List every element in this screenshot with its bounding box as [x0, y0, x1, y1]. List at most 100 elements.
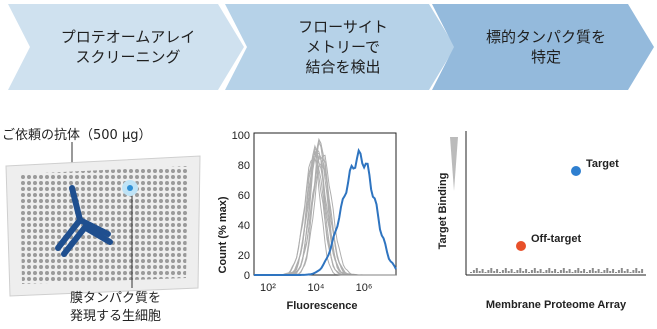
noise-point	[623, 271, 626, 273]
noise-point	[484, 272, 487, 273]
step-1-label: プロテオームアレイ スクリーニング	[60, 28, 196, 66]
negative-control-histograms	[254, 137, 396, 276]
noise-point	[554, 269, 557, 273]
antibody-label: ご依頼の抗体（500 µg）	[2, 128, 152, 143]
noise-point	[603, 270, 606, 273]
noise-point	[562, 268, 565, 273]
noise-point	[583, 269, 586, 273]
noise-point	[609, 271, 612, 273]
array-ylabel: Target Binding	[437, 173, 449, 250]
noise-point	[568, 269, 571, 273]
noise-point	[481, 269, 484, 273]
array-xlabel: Membrane Proteome Array	[486, 299, 627, 311]
step-2: フローサイト メトリーで 結合を検出	[225, 4, 455, 90]
step-2-arrow	[225, 4, 455, 90]
noise-point	[470, 272, 472, 273]
antibody-icon	[55, 185, 113, 257]
noise-point	[501, 270, 504, 273]
noise-point	[530, 270, 533, 273]
flow-xtick: 10⁴	[308, 282, 325, 294]
noise-point	[594, 271, 597, 273]
noise-point	[626, 269, 629, 273]
noise-point	[510, 269, 513, 273]
flow-cytometry-chart: Count (% max) 100 80 60 40 20 0 10² 10⁴ …	[217, 130, 397, 312]
noise-point	[507, 271, 510, 273]
noise-point	[617, 270, 620, 273]
noise-point	[606, 268, 609, 273]
noise-point	[516, 270, 519, 273]
noise-point	[638, 271, 641, 273]
noise-point	[522, 271, 525, 273]
positive-histogram	[254, 147, 397, 276]
noise-point	[545, 270, 548, 273]
noise-point	[577, 268, 580, 273]
noise-point	[478, 271, 481, 273]
noise-point	[519, 268, 522, 273]
noise-point	[528, 272, 530, 273]
flow-ytick: 40	[238, 220, 250, 232]
flow-plot-frame	[253, 132, 397, 276]
noise-point	[586, 272, 588, 273]
noise-point	[612, 269, 615, 273]
noise-point	[539, 269, 542, 273]
flow-ylabel: Count (% max)	[217, 196, 229, 273]
noise-point	[565, 271, 568, 273]
target-point	[571, 166, 581, 176]
highlight-spot	[122, 180, 138, 196]
step-1: プロテオームアレイ スクリーニング	[8, 4, 244, 90]
noise-point	[571, 272, 574, 273]
noise-point	[533, 268, 536, 273]
step-1-arrow	[8, 4, 244, 90]
background-noise-points	[470, 268, 644, 273]
flow-yticks: 100 80 60 40 20 0	[232, 130, 250, 282]
noise-point	[490, 268, 493, 273]
flow-ytick: 100	[232, 130, 250, 142]
array-slide-illustration	[5, 142, 201, 297]
flow-ytick: 60	[238, 190, 250, 202]
flow-xlabel: Fluorescence	[287, 300, 358, 312]
noise-point	[629, 272, 632, 273]
proteome-array-chart: Target Binding Target Off-target Membran…	[437, 131, 646, 311]
offtarget-point	[516, 241, 526, 251]
noise-point	[499, 272, 501, 273]
microarray-slide	[5, 155, 201, 297]
step-3-arrow	[432, 4, 654, 90]
noise-point	[591, 268, 594, 273]
noise-point	[615, 272, 617, 273]
noise-point	[632, 270, 635, 273]
noise-point	[536, 271, 539, 273]
noise-point	[525, 269, 528, 273]
noise-point	[574, 270, 577, 273]
flow-xticks: 10² 10⁴ 10⁶	[260, 282, 372, 294]
target-label: Target	[586, 158, 619, 170]
step-3: 標的タンパク質を 特定	[432, 4, 654, 90]
flow-ytick: 80	[238, 160, 250, 172]
noise-point	[542, 272, 545, 273]
noise-point	[635, 268, 638, 273]
noise-point	[559, 270, 562, 273]
signal-wedge	[450, 137, 458, 191]
noise-point	[513, 272, 516, 273]
noise-point	[600, 272, 603, 273]
noise-point	[487, 270, 490, 273]
noise-point	[557, 272, 559, 273]
cell-label: 膜タンパク質を 発現する生細胞	[70, 291, 162, 324]
noise-point	[620, 268, 623, 273]
flow-xtick: 10²	[260, 282, 276, 294]
noise-point	[641, 269, 644, 273]
flow-xtick: 10⁶	[356, 282, 373, 294]
noise-point	[588, 270, 591, 273]
noise-point	[475, 268, 478, 273]
noise-point	[472, 270, 475, 273]
noise-point	[504, 268, 507, 273]
offtarget-label: Off-target	[531, 233, 581, 245]
noise-point	[551, 271, 554, 273]
step-2-label: フローサイト メトリーで 結合を検出	[298, 18, 388, 76]
step-3-label: 標的タンパク質を 特定	[485, 28, 606, 66]
noise-point	[580, 271, 583, 273]
noise-point	[496, 269, 499, 273]
noise-point	[597, 269, 600, 273]
noise-point	[548, 268, 551, 273]
flow-ytick: 20	[238, 250, 250, 262]
flow-ytick: 0	[244, 270, 250, 282]
